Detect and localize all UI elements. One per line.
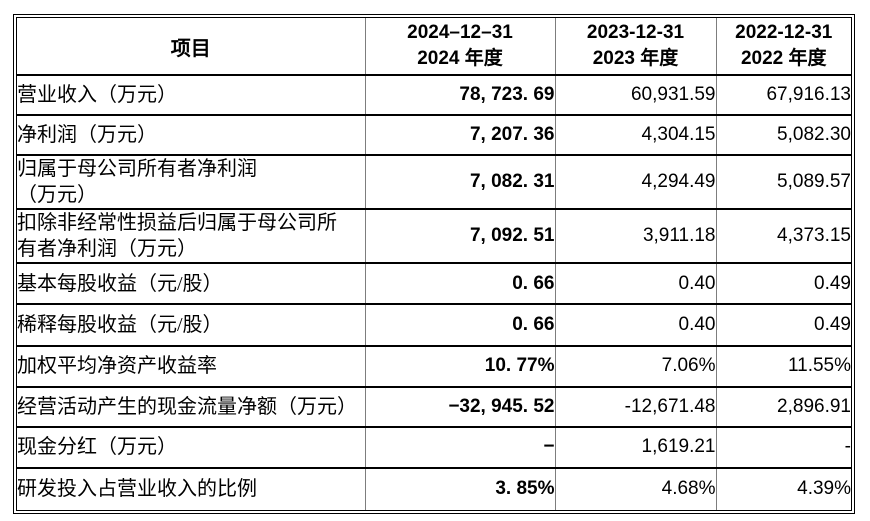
header-year-2022: 2022 年度 — [740, 48, 827, 69]
value-2024: 3. 85% — [364, 466, 555, 510]
column-header-2023: 2023-12-31 2023 年度 — [554, 18, 716, 75]
header-date-2023: 2023-12-31 — [586, 22, 685, 43]
value-2022: 0.49 — [715, 262, 851, 305]
value-2024: −32, 945. 52 — [364, 385, 555, 427]
table-row-basic-eps: 基本每股收益（元/股） 0. 66 0.40 0.49 — [17, 262, 851, 305]
header-year-2023: 2023 年度 — [592, 48, 679, 69]
table-row-deducted-net-profit: 扣除非经常性损益后归属于母公司所 有者净利润（万元） 7, 092. 51 3,… — [17, 208, 851, 264]
value-2024: 10. 77% — [364, 344, 555, 387]
column-header-2022: 2022-12-31 2022 年度 — [715, 18, 851, 75]
value-2022: 0.49 — [715, 303, 851, 346]
table-row-parent-net-profit: 归属于母公司所有者净利润 （万元） 7, 082. 31 4,294.49 5,… — [17, 154, 851, 210]
value-2024: − — [364, 425, 555, 468]
value-2023: 60,931.59 — [554, 73, 716, 116]
value-2024: 7, 092. 51 — [364, 208, 555, 264]
value-2022: - — [715, 425, 851, 468]
row-label: 经营活动产生的现金流量净额（万元） — [17, 385, 365, 427]
value-2023: 0.40 — [554, 303, 716, 346]
value-2023: 3,911.18 — [554, 208, 716, 264]
row-label: 加权平均净资产收益率 — [17, 344, 365, 387]
value-2023: 0.40 — [554, 262, 716, 305]
header-row: 项目 2024–12–31 2024 年度 2023-12-31 2023 年度… — [17, 18, 851, 75]
header-date-2022: 2022-12-31 — [735, 22, 833, 43]
value-2022: 5,089.57 — [715, 154, 851, 210]
row-label: 基本每股收益（元/股） — [17, 262, 365, 305]
value-2024: 78, 723. 69 — [364, 73, 555, 116]
row-label: 稀释每股收益（元/股） — [17, 303, 365, 346]
value-2023: 4,304.15 — [554, 114, 716, 156]
table-row-diluted-eps: 稀释每股收益（元/股） 0. 66 0.40 0.49 — [17, 303, 851, 346]
header-date-2024: 2024–12–31 — [407, 22, 513, 43]
column-header-2024: 2024–12–31 2024 年度 — [364, 18, 555, 75]
table-row-operating-cash-flow: 经营活动产生的现金流量净额（万元） −32, 945. 52 -12,671.4… — [17, 385, 851, 427]
value-2022: 4.39% — [715, 466, 851, 510]
financial-summary-table: 项目 2024–12–31 2024 年度 2023-12-31 2023 年度… — [17, 18, 851, 510]
item-column-header: 项目 — [170, 37, 211, 60]
value-2022: 11.55% — [715, 344, 851, 387]
value-2023: -12,671.48 — [554, 385, 716, 427]
row-label: 扣除非经常性损益后归属于母公司所 有者净利润（万元） — [17, 208, 365, 264]
value-2023: 1,619.21 — [554, 425, 716, 468]
value-2024: 0. 66 — [364, 262, 555, 305]
header-year-2024: 2024 年度 — [417, 48, 503, 69]
value-2024: 7, 207. 36 — [364, 114, 555, 156]
value-2022: 4,373.15 — [715, 208, 851, 264]
value-2023: 4,294.49 — [554, 154, 716, 210]
row-label: 研发投入占营业收入的比例 — [17, 466, 365, 510]
table-row-weighted-roe: 加权平均净资产收益率 10. 77% 7.06% 11.55% — [17, 344, 851, 387]
value-2024: 0. 66 — [364, 303, 555, 346]
table-row-net-profit: 净利润（万元） 7, 207. 36 4,304.15 5,082.30 — [17, 114, 851, 156]
table-row-cash-dividend: 现金分红（万元） − 1,619.21 - — [17, 425, 851, 468]
row-label: 净利润（万元） — [17, 114, 365, 156]
value-2022: 5,082.30 — [715, 114, 851, 156]
value-2022: 67,916.13 — [715, 73, 851, 116]
row-label: 营业收入（万元） — [17, 73, 365, 116]
financial-summary-table-frame: 项目 2024–12–31 2024 年度 2023-12-31 2023 年度… — [13, 14, 855, 514]
value-2023: 4.68% — [554, 466, 716, 510]
value-2024: 7, 082. 31 — [364, 154, 555, 210]
table-row-revenue: 营业收入（万元） 78, 723. 69 60,931.59 67,916.13 — [17, 73, 851, 116]
value-2022: 2,896.91 — [715, 385, 851, 427]
value-2023: 7.06% — [554, 344, 716, 387]
row-label: 现金分红（万元） — [17, 425, 365, 468]
row-label: 归属于母公司所有者净利润 （万元） — [17, 154, 365, 210]
table-row-rd-ratio: 研发投入占营业收入的比例 3. 85% 4.68% 4.39% — [17, 466, 851, 510]
